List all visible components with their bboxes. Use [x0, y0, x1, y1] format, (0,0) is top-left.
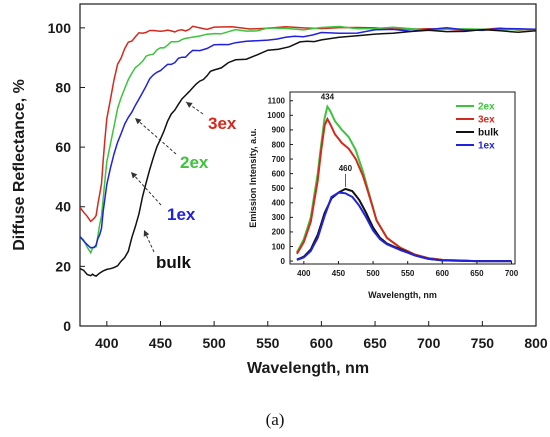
- main-x-tick-label: 800: [524, 335, 548, 351]
- inset-y-tick-label: 300: [272, 213, 286, 222]
- main-y-tick-label: 60: [55, 139, 71, 155]
- inset-y-tick-label: 1000: [267, 111, 285, 120]
- annotation-2ex: 2ex: [180, 153, 209, 172]
- main-x-tick-label: 650: [363, 335, 387, 351]
- main-x-tick-label: 400: [95, 335, 119, 351]
- inset-peak-label-460: 460: [339, 164, 353, 173]
- main-x-tick-label: 600: [310, 335, 334, 351]
- main-x-axis-title: Wavelength, nm: [247, 360, 369, 377]
- main-y-tick-label: 100: [48, 20, 72, 36]
- annotation-arrowhead-1ex: [131, 172, 138, 179]
- inset-x-tick-label: 400: [297, 269, 311, 278]
- inset-x-tick-label: 700: [505, 269, 519, 278]
- main-series-2ex: [80, 25, 536, 255]
- main-x-tick-label: 450: [149, 335, 173, 351]
- annotation-arrowhead-3ex: [186, 102, 193, 108]
- main-x-tick-label: 750: [471, 335, 495, 351]
- main-y-tick-label: 0: [63, 318, 71, 334]
- figure-caption: (a): [265, 410, 285, 429]
- inset-y-tick-label: 900: [272, 126, 286, 135]
- inset-y-tick-label: 1100: [268, 97, 286, 106]
- main-y-axis-title: Diffuse Reflectance, %: [11, 79, 28, 251]
- inset-y-tick-label: 100: [272, 242, 286, 251]
- emission-inset-chart: 400 450 500 550 600 650 700 0 100 200 300 400 500 600…: [248, 91, 519, 300]
- inset-peak-label-434: 434: [321, 93, 335, 102]
- legend-label-1ex: 1ex: [478, 141, 495, 152]
- inset-y-tick-label: 600: [272, 169, 286, 178]
- annotation-arrowhead-bulk: [143, 230, 150, 237]
- inset-y-axis-title: Emission Intensity, a.u.: [248, 128, 258, 227]
- annotation-bulk: bulk: [156, 253, 191, 272]
- annotation-3ex: 3ex: [208, 114, 237, 133]
- annotation-arrow-2ex: [134, 117, 177, 155]
- inset-y-tick-label: 0: [281, 257, 286, 266]
- inset-x-axis-title: Wavelength, nm: [368, 290, 437, 300]
- legend-label-3ex: 3ex: [478, 115, 495, 126]
- main-y-tick-label: 80: [55, 79, 71, 95]
- main-series-3ex: [80, 25, 536, 223]
- main-x-tick-label: 550: [256, 335, 280, 351]
- inset-y-tick-label: 400: [272, 199, 286, 208]
- main-y-tick-label: 20: [55, 258, 71, 274]
- inset-x-tick-label: 600: [436, 269, 450, 278]
- main-series-1ex: [80, 27, 536, 249]
- inset-x-tick-label: 650: [470, 269, 484, 278]
- reflectance-chart: 400 450 500 550 600 650 700 750 800 0 20 40 60 80 100 W…: [11, 3, 548, 377]
- inset-x-tick-label: 550: [401, 269, 415, 278]
- inset-y-tick-label: 700: [272, 155, 286, 164]
- inset-y-tick-label: 500: [272, 184, 286, 193]
- inset-y-tick-label: 800: [272, 140, 286, 149]
- main-y-tick-label: 40: [55, 199, 71, 215]
- main-x-tick-label: 500: [202, 335, 226, 351]
- main-plot-frame: [79, 3, 537, 327]
- annotation-1ex: 1ex: [167, 205, 196, 224]
- annotation-arrowhead-2ex: [135, 118, 142, 125]
- main-x-tick-label: 700: [417, 335, 441, 351]
- legend-label-2ex: 2ex: [478, 102, 495, 113]
- inset-x-tick-label: 500: [366, 269, 380, 278]
- main-series-bulk: [80, 28, 536, 277]
- inset-series-1ex: [296, 191, 512, 263]
- legend-label-bulk: bulk: [478, 128, 499, 139]
- inset-x-tick-label: 450: [332, 269, 346, 278]
- inset-y-tick-label: 200: [272, 228, 286, 237]
- annotation-arrow-1ex: [130, 171, 162, 206]
